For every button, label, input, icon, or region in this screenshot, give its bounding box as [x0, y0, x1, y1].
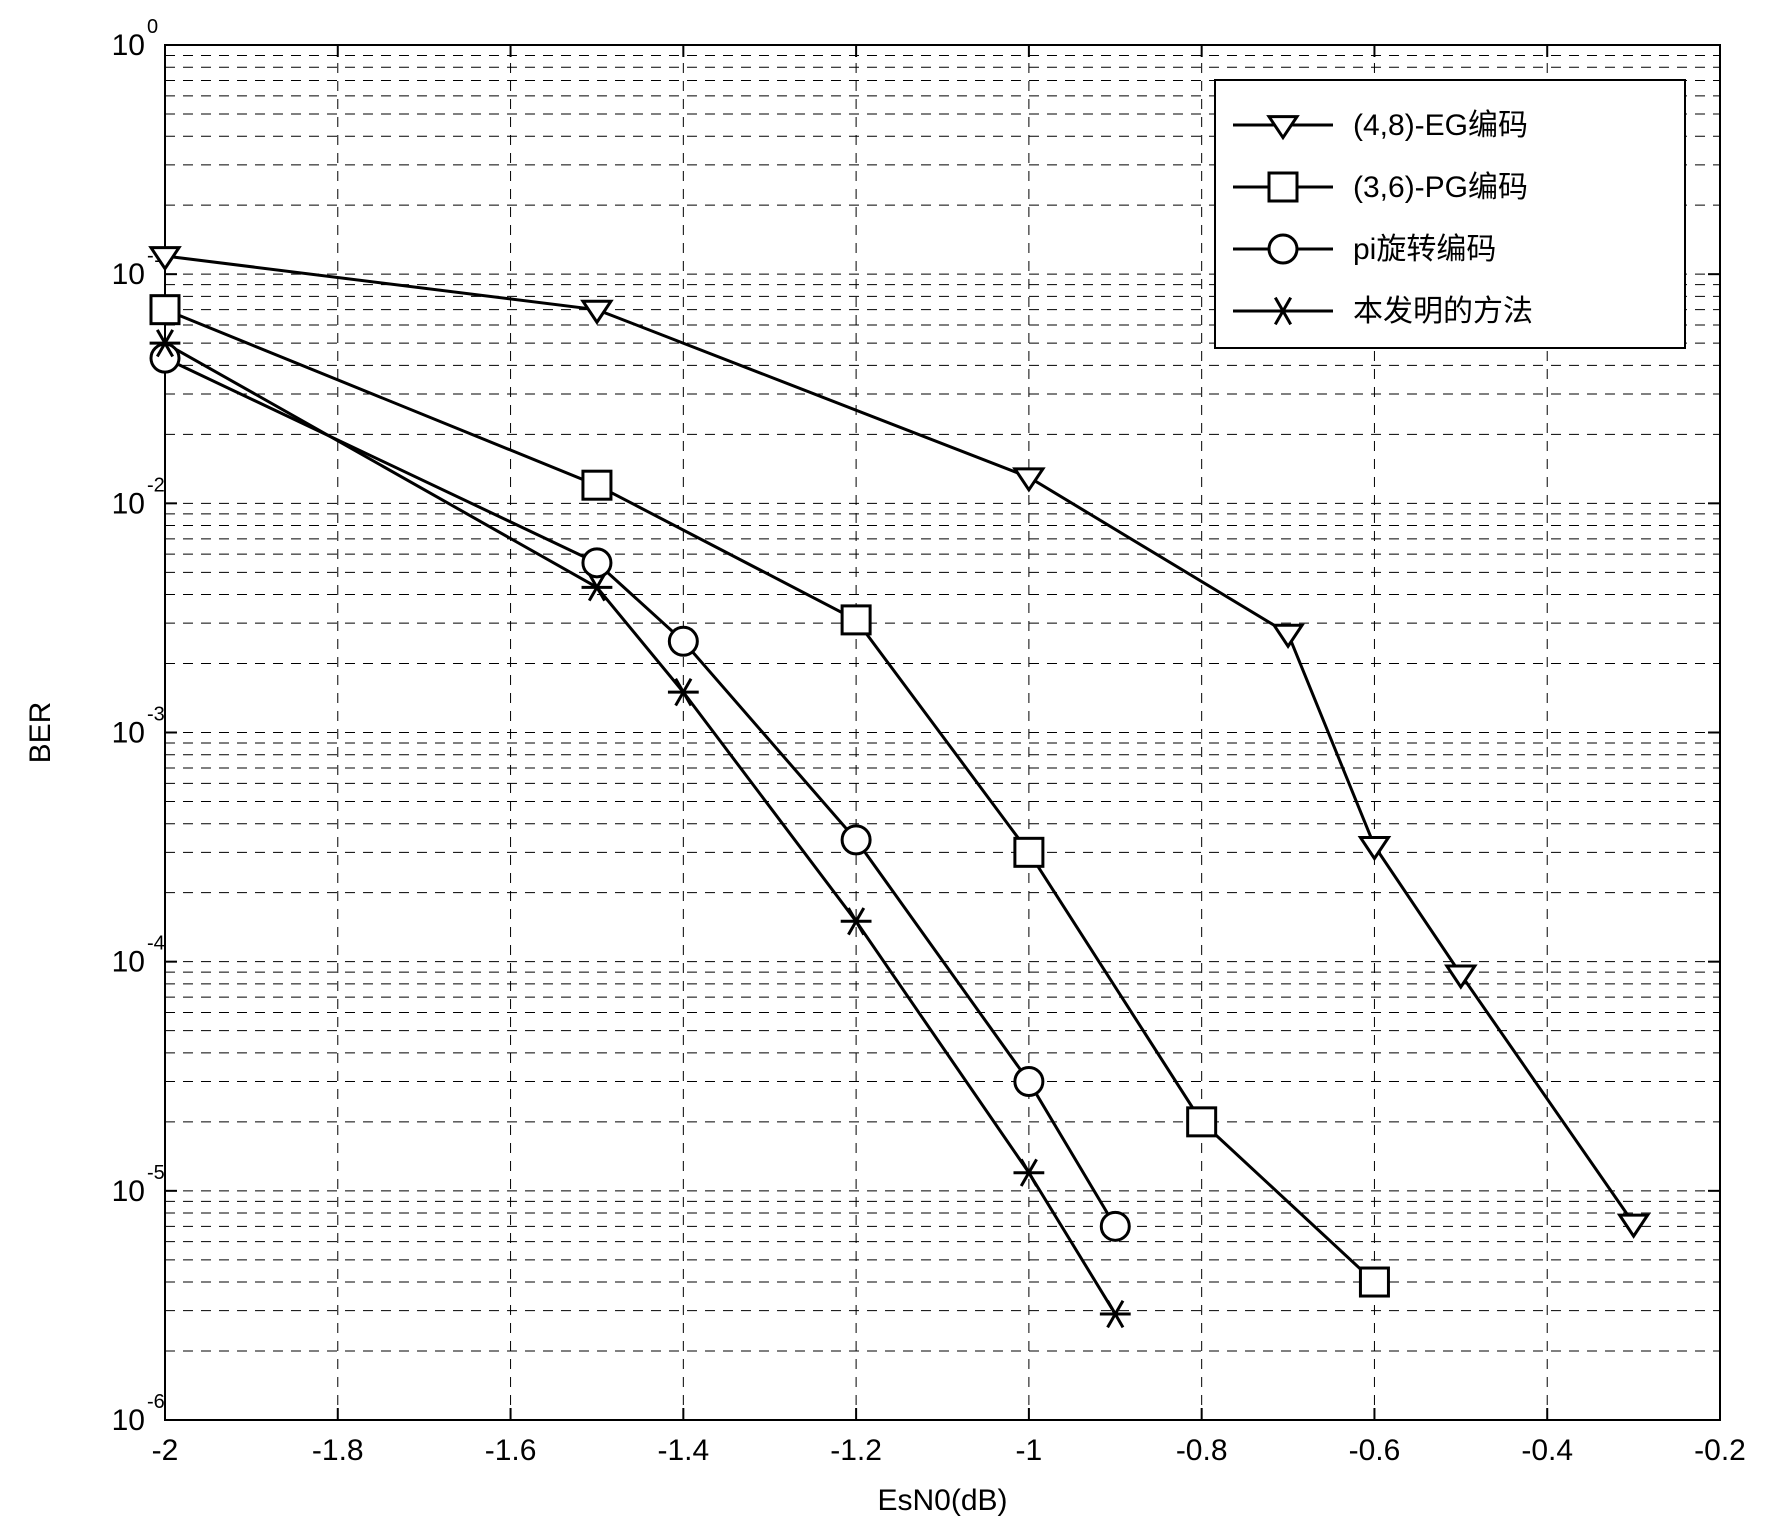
- x-tick-label: -0.4: [1521, 1434, 1573, 1467]
- svg-text:10: 10: [112, 946, 145, 979]
- legend-label: (4,8)-EG编码: [1353, 109, 1528, 142]
- x-tick-label: -1: [1016, 1434, 1043, 1467]
- x-axis-label: EsN0(dB): [877, 1484, 1007, 1517]
- svg-text:10: 10: [112, 29, 145, 62]
- y-axis-label: BER: [24, 702, 57, 764]
- x-tick-label: -0.6: [1349, 1434, 1401, 1467]
- x-tick-label: -0.2: [1694, 1434, 1746, 1467]
- svg-text:0: 0: [147, 16, 158, 38]
- legend-label: 本发明的方法: [1353, 295, 1533, 328]
- svg-text:10: 10: [112, 258, 145, 291]
- legend: (4,8)-EG编码 (3,6)-PG编码 pi旋转编码本发明的方法: [1215, 80, 1685, 348]
- svg-text:-5: -5: [147, 1162, 165, 1184]
- x-tick-label: -2: [152, 1434, 179, 1467]
- x-tick-label: -1.4: [657, 1434, 709, 1467]
- x-tick-label: -1.2: [830, 1434, 882, 1467]
- svg-text:10: 10: [112, 717, 145, 750]
- svg-text:10: 10: [112, 1175, 145, 1208]
- svg-text:-6: -6: [147, 1391, 165, 1413]
- chart-svg: -2 -1.8 -1.6 -1.4 -1.2 -1 -0.8 -0.6 -0.4 -0.2 EsN0…: [0, 0, 1768, 1535]
- legend-label: pi旋转编码: [1353, 233, 1496, 266]
- legend-label: (3,6)-PG编码: [1353, 171, 1528, 204]
- x-tick-label: -1.8: [312, 1434, 364, 1467]
- x-tick-label: -0.8: [1176, 1434, 1228, 1467]
- ber-chart: -2 -1.8 -1.6 -1.4 -1.2 -1 -0.8 -0.6 -0.4 -0.2 EsN0…: [0, 0, 1768, 1535]
- svg-text:-3: -3: [147, 704, 165, 726]
- svg-text:-4: -4: [147, 933, 165, 955]
- svg-text:-2: -2: [147, 474, 165, 496]
- svg-text:10: 10: [112, 1404, 145, 1437]
- svg-text:10: 10: [112, 487, 145, 520]
- x-tick-label: -1.6: [485, 1434, 537, 1467]
